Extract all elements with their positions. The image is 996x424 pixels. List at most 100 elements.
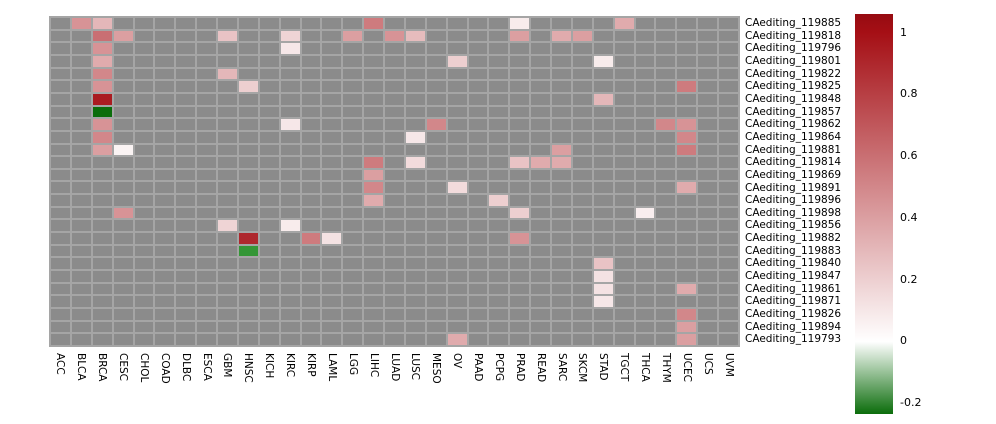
heatmap-cell: [218, 169, 237, 181]
heatmap-cell: [322, 207, 342, 219]
heatmap-cell: [405, 106, 425, 118]
heatmap-cell: [92, 334, 112, 345]
heatmap-cell: [322, 283, 342, 295]
heatmap-cell: [197, 81, 217, 92]
colorbar-gradient: [855, 14, 893, 414]
heatmap-cell: [364, 144, 384, 156]
heatmap-cell: [677, 258, 697, 270]
heatmap-cell: [385, 18, 404, 29]
heatmap-cell: [405, 195, 425, 206]
heatmap-cell: [197, 55, 217, 67]
heatmap-cell: [489, 144, 509, 156]
heatmap-cell: [614, 309, 634, 320]
heatmap-cell: [614, 157, 634, 168]
heatmap-cell: [468, 144, 488, 156]
column-label: ACC: [54, 353, 67, 375]
heatmap-cell: [510, 43, 530, 54]
heatmap-cell: [614, 321, 634, 333]
heatmap-cell: [468, 30, 488, 42]
heatmap-cell: [719, 55, 738, 67]
heatmap-cell: [343, 195, 363, 206]
heatmap-cell: [572, 233, 592, 244]
heatmap-cell: [113, 182, 133, 194]
heatmap-cell: [656, 55, 676, 67]
heatmap-cell: [426, 157, 446, 168]
heatmap-cell: [405, 321, 425, 333]
heatmap-cell: [677, 68, 697, 80]
heatmap-cell: [698, 18, 718, 29]
heatmap-cell: [489, 182, 509, 194]
heatmap-cell: [552, 68, 571, 80]
heatmap-cell: [301, 321, 321, 333]
heatmap-cell: [552, 157, 571, 168]
heatmap-cell: [447, 169, 467, 181]
heatmap-cell: [176, 18, 196, 29]
heatmap-cell: [426, 55, 446, 67]
heatmap-cell: [447, 43, 467, 54]
heatmap-cell: [468, 220, 488, 232]
heatmap-cell: [92, 321, 112, 333]
heatmap-cell: [92, 271, 112, 282]
heatmap-cell: [134, 157, 154, 168]
heatmap-cell: [218, 207, 237, 219]
heatmap-cell: [155, 182, 175, 194]
heatmap-cell: [322, 271, 342, 282]
column-label: UCEC: [680, 353, 693, 382]
heatmap-cell: [698, 43, 718, 54]
heatmap-cell: [51, 296, 70, 308]
column-label: READ: [534, 353, 547, 383]
column-label: KIRC: [284, 353, 297, 378]
heatmap-cell: [572, 258, 592, 270]
heatmap-cell: [176, 68, 196, 80]
heatmap-cell: [385, 258, 404, 270]
heatmap-cell: [155, 43, 175, 54]
heatmap-cell: [343, 68, 363, 80]
heatmap-cell: [531, 207, 551, 219]
heatmap-cell: [719, 182, 738, 194]
heatmap-cell: [238, 271, 258, 282]
heatmap-cell: [301, 18, 321, 29]
heatmap-cell: [301, 93, 321, 105]
row-label: CAediting_119864: [745, 130, 842, 143]
heatmap-cell: [510, 55, 530, 67]
heatmap-cell: [593, 30, 613, 42]
heatmap-cell: [280, 68, 300, 80]
row-label: CAediting_119840: [745, 257, 842, 270]
heatmap-cell: [218, 233, 237, 244]
heatmap-cell: [656, 157, 676, 168]
row-label: CAediting_119796: [745, 42, 842, 55]
heatmap-cell: [197, 144, 217, 156]
heatmap-cell: [343, 207, 363, 219]
heatmap-cell: [155, 321, 175, 333]
heatmap-cell: [301, 258, 321, 270]
heatmap-cell: [489, 321, 509, 333]
heatmap-cell: [572, 144, 592, 156]
heatmap-cell: [426, 334, 446, 345]
heatmap-cell: [92, 169, 112, 181]
heatmap-cell: [364, 321, 384, 333]
heatmap-cell: [593, 119, 613, 130]
row-label: CAediting_119822: [745, 67, 842, 80]
heatmap-cell: [280, 258, 300, 270]
heatmap-cell: [113, 144, 133, 156]
heatmap-cell: [51, 81, 70, 92]
heatmap-cell: [468, 195, 488, 206]
heatmap-cell: [259, 258, 279, 270]
column-label: HNSC: [242, 353, 255, 383]
heatmap-cell: [280, 169, 300, 181]
heatmap-cell: [447, 55, 467, 67]
heatmap-cell: [698, 334, 718, 345]
heatmap-cell: [531, 220, 551, 232]
heatmap-cell: [155, 207, 175, 219]
heatmap-cell: [656, 81, 676, 92]
heatmap-cell: [92, 309, 112, 320]
heatmap-cell: [92, 195, 112, 206]
heatmap-cell: [635, 144, 655, 156]
heatmap-cell: [259, 68, 279, 80]
heatmap-cell: [614, 119, 634, 130]
heatmap-cell: [197, 93, 217, 105]
heatmap-cell: [405, 81, 425, 92]
heatmap-cell: [134, 182, 154, 194]
heatmap-cell: [343, 309, 363, 320]
heatmap-cell: [113, 68, 133, 80]
